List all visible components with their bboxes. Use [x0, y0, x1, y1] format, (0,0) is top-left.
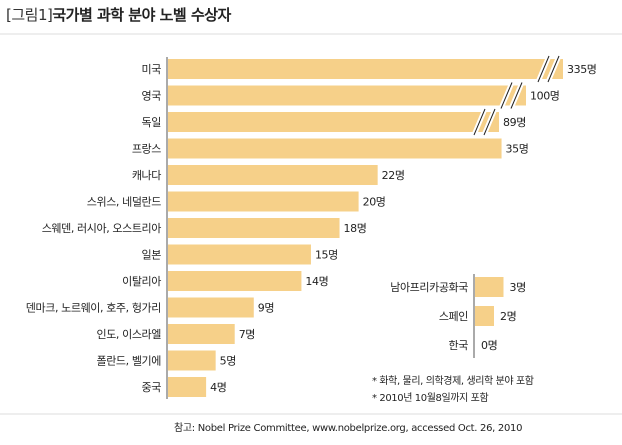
category-label: 폴란드, 벨기에	[96, 355, 161, 368]
category-label: 독일	[142, 115, 162, 129]
inset-value-label: 3명	[510, 281, 526, 294]
category-label: 스웨덴, 러시아, 오스트리아	[42, 222, 162, 235]
footnote: * 화학, 물리, 의학경제, 생리학 분야 포함	[372, 374, 534, 387]
axis-break-mark	[510, 82, 523, 109]
axis-break-mark	[537, 55, 550, 83]
bar	[168, 191, 359, 212]
category-label: 스위스, 네덜란드	[87, 196, 162, 209]
category-label: 영국	[142, 90, 162, 103]
category-label: 이탈리아	[122, 275, 161, 288]
bar	[168, 138, 502, 159]
bar	[168, 244, 311, 265]
axis-break-mark	[547, 55, 560, 83]
value-label: 5명	[220, 355, 236, 368]
axis-break-mark	[473, 108, 486, 136]
inset-value-label: 2명	[500, 310, 516, 323]
value-label: 35명	[506, 143, 529, 156]
category-label: 일본	[142, 248, 162, 262]
bar	[168, 377, 207, 397]
category-label: 미국	[142, 63, 162, 76]
value-label: 7명	[239, 328, 255, 341]
chart-title: [그림1]국가별 과학 분야 노벨 수상자	[6, 4, 231, 25]
bar	[168, 59, 563, 79]
inset-bar	[475, 277, 504, 297]
bar	[168, 324, 235, 344]
inset-category-label: 스페인	[439, 310, 468, 323]
value-label: 89명	[503, 116, 526, 129]
axis-break-mark	[500, 82, 513, 109]
chart-title-text: 국가별 과학 분야 노벨 수상자	[52, 6, 231, 24]
figure-number: [그림1]	[6, 6, 53, 24]
value-label: 20명	[363, 196, 386, 209]
category-label: 인도, 이스라엘	[96, 328, 161, 341]
bar	[168, 297, 254, 318]
value-label: 100명	[530, 90, 560, 103]
inset-category-label: 한국	[449, 339, 469, 352]
value-label: 14명	[305, 275, 328, 288]
inset-category-label: 남아프리카공화국	[390, 281, 468, 294]
value-label: 15명	[315, 249, 338, 262]
value-label: 22명	[382, 169, 405, 182]
axis-break-mark	[483, 108, 496, 136]
bar	[168, 112, 499, 132]
source-text: 참고: Nobel Prize Committee, www.nobelpriz…	[174, 422, 522, 434]
inset-bar	[475, 306, 494, 326]
value-label: 4명	[210, 381, 226, 394]
footnote: * 2010년 10월8일까지 포함	[372, 392, 488, 404]
bar	[168, 85, 526, 106]
bar	[168, 350, 216, 371]
category-label: 캐나다	[132, 169, 161, 182]
category-label: 프랑스	[132, 143, 161, 156]
value-label: 18명	[344, 222, 367, 235]
value-label: 335명	[567, 63, 597, 76]
bar	[168, 271, 302, 291]
chart-notes: * 화학, 물리, 의학경제, 생리학 분야 포함 * 2010년 10월8일까지…	[372, 374, 534, 404]
inset-value-label: 0명	[481, 339, 497, 352]
bar	[168, 165, 378, 185]
category-label: 중국	[142, 381, 162, 394]
bar	[168, 218, 340, 238]
value-label: 9명	[258, 302, 274, 315]
category-label: 덴마크, 노르웨이, 호주, 헝가리	[26, 302, 161, 315]
